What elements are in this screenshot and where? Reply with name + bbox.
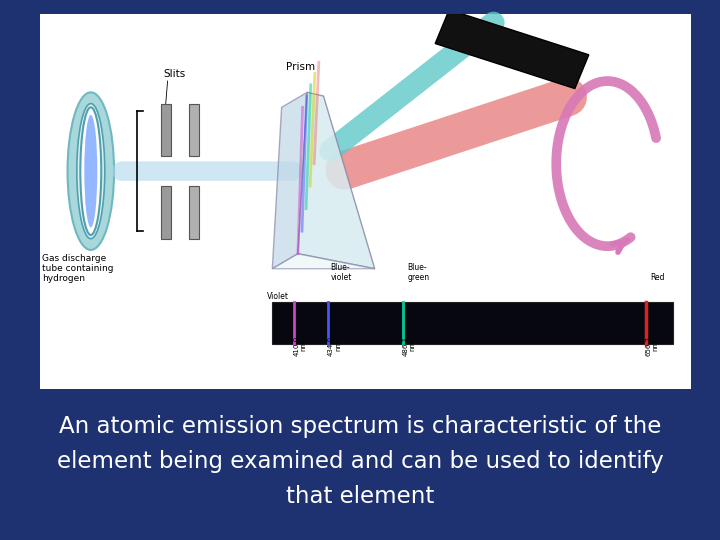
Text: Blue-
violet: Blue- violet [330, 263, 352, 282]
Text: Violet: Violet [267, 292, 289, 301]
Text: Red: Red [650, 273, 665, 282]
Text: 434.0
nm: 434.0 nm [328, 336, 341, 356]
Text: 486.1
nm: 486.1 nm [402, 335, 415, 356]
Text: Prism: Prism [286, 62, 315, 72]
FancyBboxPatch shape [40, 14, 691, 389]
Text: An atomic emission spectrum is characteristic of the: An atomic emission spectrum is character… [59, 415, 661, 438]
Bar [272, 302, 672, 344]
Text: element being examined and can be used to identify: element being examined and can be used t… [57, 450, 663, 473]
Bar [189, 104, 199, 156]
Text: Gas discharge
tube containing
hydrogen: Gas discharge tube containing hydrogen [42, 254, 114, 284]
Polygon shape [298, 92, 374, 269]
Text: 656.2
nm: 656.2 nm [646, 336, 659, 356]
Text: 410.0
nm: 410.0 nm [294, 335, 307, 356]
Text: Blue-
green: Blue- green [408, 263, 429, 282]
Ellipse shape [68, 92, 114, 250]
Ellipse shape [84, 115, 97, 227]
Text: Slits: Slits [163, 69, 186, 79]
Ellipse shape [81, 107, 102, 235]
Polygon shape [272, 254, 374, 269]
Ellipse shape [77, 104, 105, 239]
Bar [161, 104, 171, 156]
Bar [189, 186, 199, 239]
Polygon shape [435, 10, 589, 89]
Text: that element: that element [286, 485, 434, 508]
Polygon shape [272, 92, 307, 269]
Bar [161, 186, 171, 239]
